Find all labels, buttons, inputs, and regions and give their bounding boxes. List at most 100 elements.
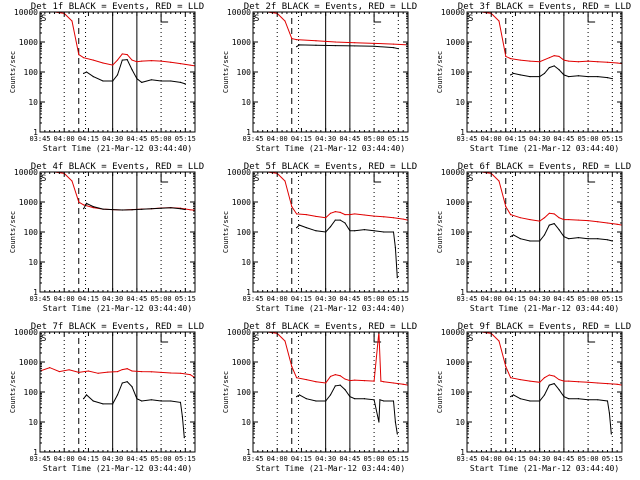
events-series-line — [83, 59, 186, 85]
x-tick-label: 04:15 — [291, 455, 312, 463]
plot-title: Det 3f BLACK = Events, RED = LLD — [458, 2, 631, 12]
y-tick-label: 10000 — [14, 8, 38, 17]
y-tick-label: 10 — [241, 258, 251, 267]
events-data-point — [577, 75, 580, 77]
lld-data-point — [587, 60, 589, 62]
y-tick-label: 10000 — [14, 328, 38, 337]
events-data-point — [325, 400, 327, 402]
y-tick-label: 1000 — [232, 358, 251, 367]
x-tick-label: 04:30 — [102, 295, 123, 303]
events-data-point — [548, 384, 550, 386]
x-tick-label: 04:00 — [481, 295, 502, 303]
lld-data-point — [380, 380, 382, 382]
lld-data-point — [616, 223, 618, 225]
y-tick-label: 1 — [246, 128, 251, 137]
lld-data-point — [160, 60, 162, 62]
events-data-point — [373, 399, 375, 401]
x-axis-label: Start Time (21-Mar-12 03:44:40) — [470, 464, 619, 473]
lld-data-point — [505, 366, 507, 368]
events-data-point — [344, 222, 346, 224]
events-data-point — [519, 398, 521, 400]
events-data-point — [170, 207, 172, 209]
lld-data-point — [519, 378, 521, 381]
x-tick-label: 04:15 — [78, 135, 99, 143]
events-data-point — [295, 227, 298, 229]
events-data-point — [112, 80, 114, 82]
lld-data-point — [315, 215, 317, 218]
events-series-line — [510, 383, 612, 434]
y-tick-label: 1 — [460, 448, 465, 457]
y-axis-label: Counts/sec — [9, 371, 17, 413]
lld-data-point — [354, 213, 356, 215]
lld-data-point — [170, 61, 172, 63]
saa-marker-label: S — [468, 334, 473, 344]
y-axis-label: Counts/sec — [222, 211, 230, 253]
events-data-point — [102, 208, 104, 210]
events-data-point — [568, 238, 570, 240]
x-tick-label: 05:15 — [175, 455, 196, 463]
events-data-point — [92, 76, 94, 78]
lld-data-point — [97, 372, 99, 374]
lld-data-point — [107, 371, 109, 373]
x-tick-label: 05:00 — [578, 135, 599, 143]
lld-data-point — [558, 378, 560, 381]
events-data-point — [363, 398, 366, 400]
events-data-point — [160, 207, 162, 209]
events-data-point — [553, 223, 555, 225]
events-data-point — [529, 76, 531, 78]
events-data-point — [606, 77, 609, 79]
events-data-point — [349, 230, 351, 232]
events-data-point — [131, 69, 133, 71]
lld-data-point — [543, 217, 546, 219]
x-tick-label: 05:15 — [602, 455, 623, 463]
lld-data-point — [334, 210, 336, 213]
x-tick-label: 04:30 — [315, 295, 336, 303]
lld-data-point — [402, 383, 404, 385]
events-data-point — [548, 67, 550, 69]
plot-panel-det-1f: Det 1f BLACK = Events, RED = LLD S 1 10 100 1… — [9, 2, 204, 153]
events-data-point — [354, 45, 356, 47]
lld-data-point — [295, 213, 298, 215]
y-tick-label: 1000 — [446, 38, 465, 47]
lld-data-point — [179, 372, 182, 374]
events-data-point — [179, 401, 182, 404]
plot-title: Det 6f BLACK = Events, RED = LLD — [458, 162, 631, 172]
lld-data-point — [568, 60, 570, 62]
lld-data-point — [597, 61, 599, 63]
x-tick-label: 04:15 — [505, 455, 526, 463]
events-data-point — [597, 238, 599, 240]
events-data-point — [150, 208, 153, 210]
lld-data-point — [577, 219, 580, 221]
events-data-point — [383, 400, 385, 402]
events-data-point — [116, 394, 119, 396]
lld-data-point — [543, 377, 546, 379]
events-data-point — [363, 229, 366, 231]
events-data-point — [539, 400, 541, 402]
plot-panel-det-9f: Det 9f BLACK = Events, RED = LLD S 1 10 100 1… — [436, 322, 631, 473]
y-tick-label: 10 — [28, 418, 38, 427]
y-tick-label: 1 — [33, 128, 38, 137]
lld-data-point — [606, 222, 609, 224]
eclipse-marker — [160, 14, 169, 23]
lld-data-point — [141, 370, 143, 373]
events-data-point — [608, 412, 611, 414]
lld-data-point — [126, 54, 128, 56]
events-data-point — [519, 74, 521, 76]
plot-panel-det-2f: Det 2f BLACK = Events, RED = LLD S 1 10 100 1… — [222, 2, 417, 153]
y-tick-label: 10000 — [227, 168, 251, 177]
events-data-point — [102, 403, 104, 405]
x-tick-label: 03:45 — [456, 295, 477, 303]
events-data-point — [349, 396, 351, 398]
x-tick-label: 05:15 — [175, 295, 196, 303]
x-tick-label: 03:45 — [29, 455, 50, 463]
y-tick-label: 1 — [460, 288, 465, 297]
x-axis-label: Start Time (21-Mar-12 03:44:40) — [43, 464, 192, 473]
events-data-point — [141, 81, 143, 84]
plot-title: Det 9f BLACK = Events, RED = LLD — [458, 322, 631, 332]
events-data-point — [141, 208, 143, 210]
events-series-line — [510, 223, 613, 242]
plot-title: Det 8f BLACK = Events, RED = LLD — [244, 322, 417, 332]
events-data-point — [606, 400, 609, 402]
lld-data-point — [539, 220, 541, 222]
x-tick-label: 04:00 — [267, 455, 288, 463]
